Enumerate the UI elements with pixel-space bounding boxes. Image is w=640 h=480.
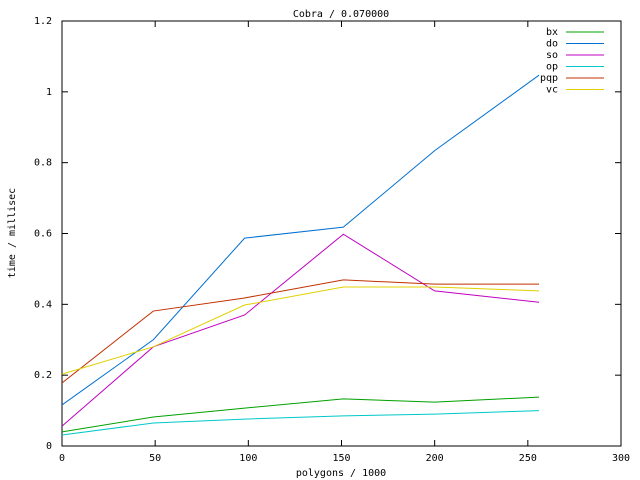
y-tick-label: 0.2 [34, 370, 52, 381]
series-line [61, 74, 540, 406]
series-line [61, 396, 540, 433]
legend-label: so [546, 50, 558, 61]
x-tick-label: 150 [332, 453, 350, 464]
series-line [61, 279, 540, 384]
legend-label: pqp [540, 73, 558, 84]
y-tick-label: 0.4 [34, 299, 52, 310]
y-tick-label: 0.8 [34, 158, 52, 169]
series-line [61, 233, 540, 427]
x-tick-label: 250 [519, 453, 537, 464]
series-line [61, 410, 540, 436]
y-tick-label: 1 [46, 87, 52, 98]
y-axis-label: time / millisec [7, 188, 18, 278]
y-tick-label: 0 [46, 441, 52, 452]
x-tick-label: 0 [59, 453, 65, 464]
plot-frame [61, 20, 622, 447]
x-tick-label: 100 [239, 453, 257, 464]
legend-label: op [546, 62, 558, 73]
x-axis-label: polygons / 1000 [296, 468, 386, 479]
y-tick-label: 1.2 [34, 16, 52, 27]
legend-label: do [546, 39, 558, 50]
legend-label: bx [546, 27, 558, 38]
series-line [61, 286, 540, 375]
y-tick-label: 0.6 [34, 229, 52, 240]
x-tick-label: 200 [426, 453, 444, 464]
x-tick-label: 50 [149, 453, 161, 464]
x-tick-label: 300 [612, 453, 630, 464]
chart-title: Cobra / 0.070000 [293, 9, 389, 20]
legend-label: vc [546, 85, 558, 96]
